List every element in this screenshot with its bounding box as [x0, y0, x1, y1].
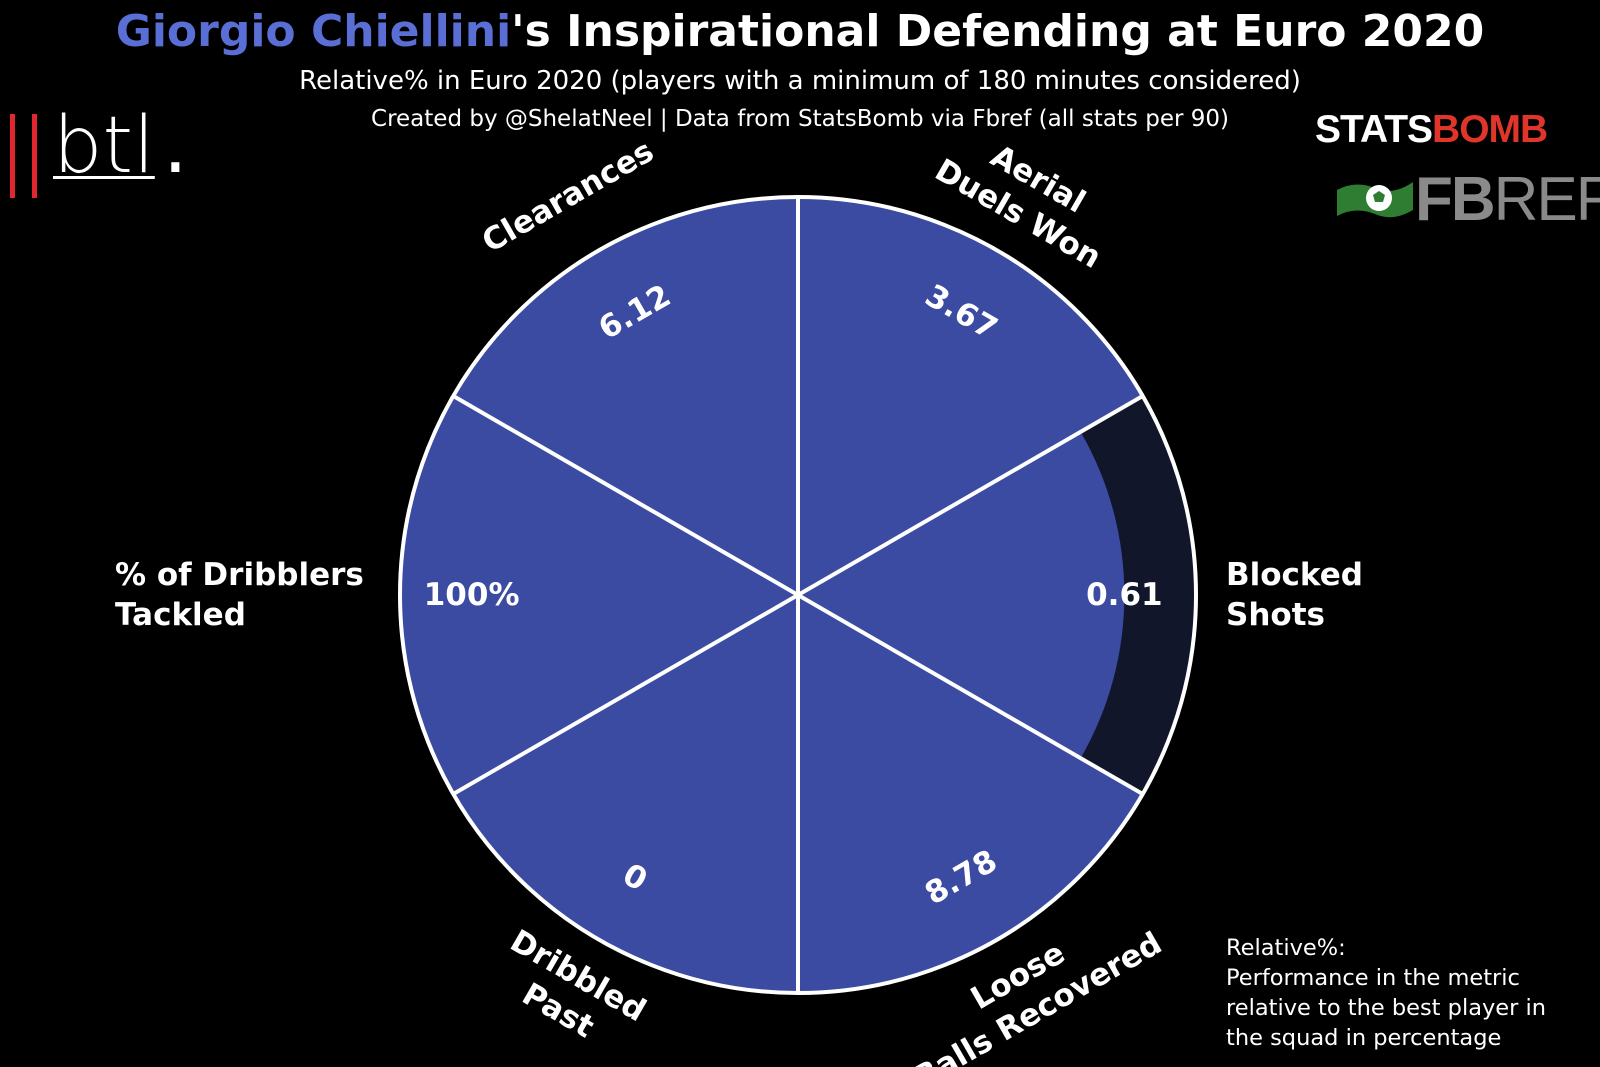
statsbomb-logo-stats: STATS: [1315, 108, 1433, 151]
chart-subtitle: Relative% in Euro 2020 (players with a m…: [299, 66, 1301, 96]
value-label-of-dribblers-tackled: 100%: [424, 577, 520, 613]
slice-of-dribblers-tackled: [400, 396, 798, 794]
slice-blocked-shots: [798, 431, 1125, 759]
slice-dribbled-past: [453, 595, 798, 993]
fbref-logo-ref: REF: [1493, 165, 1600, 234]
slice-divider: [452, 394, 800, 597]
fbref-logo-fb: FB: [1415, 165, 1496, 234]
slice-clearances: [453, 197, 798, 595]
slice-loose-balls-recovered: [798, 595, 1143, 993]
fbref-logo: FBREF: [1335, 165, 1600, 234]
title-text: 's Inspirational Defending at Euro 2020: [511, 6, 1485, 57]
statsbomb-logo: STATSBOMB: [1315, 108, 1548, 152]
fbref-logo-text: FBREF: [1415, 164, 1600, 235]
btl-logo-bar-1: [10, 114, 15, 198]
param-label-blocked-shots: Blocked Shots: [1226, 557, 1363, 633]
slice-aerial-duels-won: [798, 197, 1143, 595]
slice-divider: [796, 394, 1144, 597]
param-label-line: % of Dribblers: [115, 557, 364, 593]
btl-logo: btl .: [8, 101, 188, 200]
statsbomb-logo-bomb: BOMB: [1432, 108, 1548, 151]
chart-title: Giorgio Chiellini's Inspirational Defend…: [0, 6, 1600, 57]
param-label-of-dribblers-tackled: % of Dribblers Tackled: [115, 557, 364, 633]
param-label-line: Blocked: [1226, 557, 1363, 593]
param-label-line: Shots: [1226, 597, 1325, 633]
relative-note-body: Performance in the metric relative to th…: [1226, 965, 1547, 1051]
relative-note-heading: Relative%:: [1226, 935, 1346, 961]
btl-logo-dot: .: [163, 101, 188, 191]
outer-ring: [398, 195, 1198, 995]
player-name: Giorgio Chiellini: [115, 6, 512, 57]
param-label-line: Tackled: [115, 597, 246, 633]
fbref-flag-icon: [1337, 182, 1413, 218]
slice-divider: [452, 593, 800, 796]
btl-logo-text: btl: [53, 101, 155, 191]
btl-logo-bar-2: [32, 114, 37, 198]
chart-credit: Created by @ShelatNeel | Data from Stats…: [371, 106, 1229, 132]
relative-note: Relative%: Performance in the metric rel…: [1226, 933, 1586, 1053]
value-label-blocked-shots: 0.61: [1086, 577, 1163, 613]
slice-divider: [796, 593, 1144, 796]
